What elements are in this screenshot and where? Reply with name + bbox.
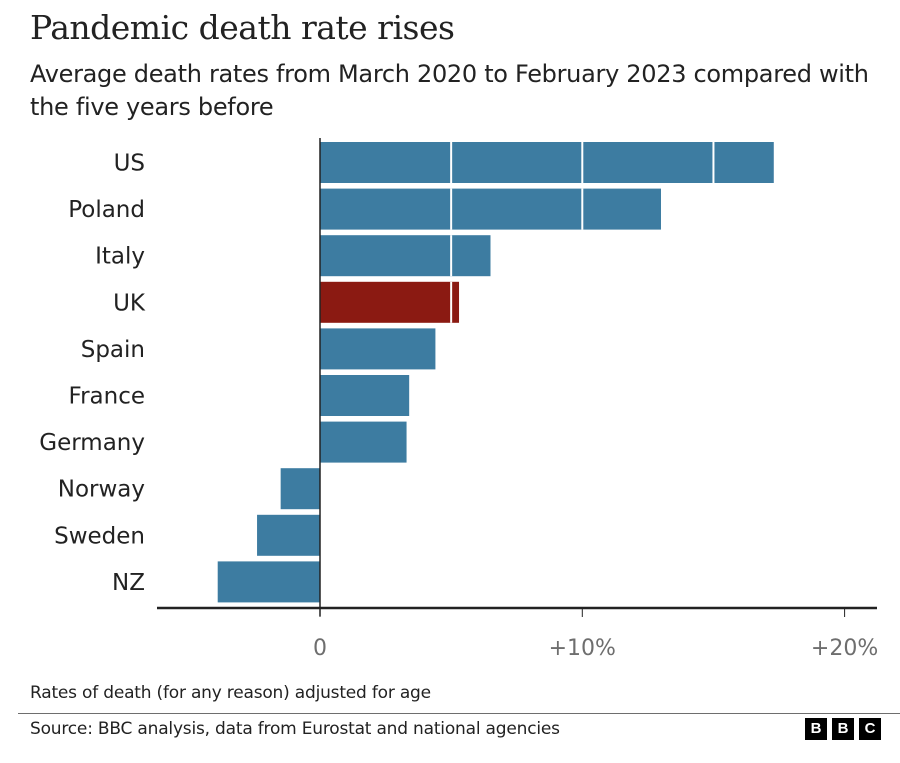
- category-label: Italy: [95, 244, 145, 270]
- category-labels-layer: US Poland Italy UK Spain France Germany Norway S…: [39, 151, 146, 596]
- bbc-logo-block: B: [805, 718, 827, 740]
- chart-title: Pandemic death rate rises: [30, 8, 455, 47]
- chart-footnote: Rates of death (for any reason) adjusted…: [30, 683, 431, 703]
- axes-layer: 0 +10% +20%: [157, 138, 878, 661]
- bar-uk: [320, 281, 460, 323]
- bars-layer: [217, 142, 774, 603]
- footer-divider: [18, 713, 900, 714]
- category-label: US: [114, 151, 145, 177]
- bbc-logo-block: C: [859, 718, 881, 740]
- category-label: Spain: [81, 337, 145, 363]
- category-label: Poland: [68, 197, 145, 223]
- bbc-logo-block: B: [832, 718, 854, 740]
- bar-sweden: [257, 514, 320, 556]
- category-label: Sweden: [54, 523, 145, 549]
- bar-italy: [320, 235, 491, 277]
- bar-poland: [320, 188, 661, 230]
- bar-chart: US Poland Italy UK Spain France Germany Norway S…: [39, 138, 878, 661]
- chart-subtitle: Average death rates from March 2020 to F…: [30, 60, 869, 121]
- bar-norway: [280, 468, 320, 510]
- bar-germany: [320, 421, 407, 463]
- bbc-logo: B B C: [805, 718, 881, 740]
- bar-us: [320, 142, 774, 183]
- category-label: NZ: [112, 570, 145, 596]
- x-tick-label: +20%: [811, 636, 878, 661]
- bar-nz: [217, 561, 320, 603]
- category-label: Germany: [39, 430, 145, 456]
- gridlines-layer: [450, 142, 715, 323]
- category-label: France: [69, 384, 145, 410]
- category-label: Norway: [58, 477, 145, 503]
- x-tick-label: 0: [313, 636, 327, 661]
- bar-spain: [320, 328, 436, 370]
- bar-france: [320, 375, 410, 416]
- source-note: Source: BBC analysis, data from Eurostat…: [30, 719, 560, 739]
- x-tick-label: +10%: [549, 636, 616, 661]
- category-label: UK: [113, 290, 146, 316]
